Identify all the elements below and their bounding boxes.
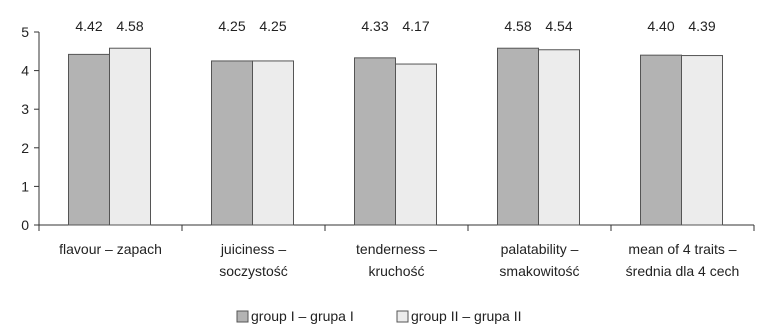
x-category-label: mean of 4 traits – bbox=[628, 241, 736, 257]
bars bbox=[68, 47, 723, 226]
data-label: 4.25 bbox=[259, 18, 286, 34]
data-labels: 4.42 4.58 4.25 4.25 4.33 4.17 4.58 4.54 4.40 4.39 bbox=[75, 18, 715, 34]
x-category-label: smakowitość bbox=[499, 263, 579, 279]
x-category-label: tenderness – bbox=[356, 241, 437, 257]
legend: group I – grupa I group II – grupa II bbox=[236, 308, 522, 324]
y-tick-label: 3 bbox=[21, 101, 29, 117]
legend-label: group II – grupa II bbox=[411, 308, 522, 324]
x-category-label: soczystość bbox=[219, 263, 287, 279]
bar-series-2 bbox=[395, 63, 437, 226]
legend-swatch bbox=[236, 310, 249, 323]
y-tick-label: 1 bbox=[21, 178, 29, 194]
y-tick-label: 0 bbox=[21, 217, 29, 233]
bar-series-2 bbox=[109, 47, 151, 226]
data-label: 4.17 bbox=[402, 18, 429, 34]
data-label: 4.42 bbox=[75, 18, 102, 34]
y-tick-label: 2 bbox=[21, 140, 29, 156]
bar-series-1 bbox=[354, 57, 396, 226]
bar-series-2 bbox=[681, 55, 723, 226]
bar-series-2 bbox=[252, 60, 294, 226]
data-label: 4.40 bbox=[647, 18, 674, 34]
legend-label: group I – grupa I bbox=[251, 308, 354, 324]
bar-series-1 bbox=[211, 60, 253, 226]
category-labels: flavour – zapach juiciness – soczystość ten… bbox=[59, 241, 739, 279]
x-category-label: flavour – zapach bbox=[59, 241, 162, 257]
axes: 0 1 2 3 4 5 bbox=[21, 24, 755, 233]
data-label: 4.39 bbox=[688, 18, 715, 34]
data-label: 4.58 bbox=[116, 18, 143, 34]
y-tick-label: 4 bbox=[21, 63, 29, 79]
data-label: 4.33 bbox=[361, 18, 388, 34]
x-category-label: palatability – bbox=[501, 241, 579, 257]
x-category-label: kruchość bbox=[368, 263, 424, 279]
data-label: 4.58 bbox=[504, 18, 531, 34]
bar-series-1 bbox=[497, 47, 539, 226]
x-category-label: juiciness – bbox=[220, 241, 287, 257]
y-tick-label: 5 bbox=[21, 24, 29, 40]
bar-series-2 bbox=[538, 49, 580, 226]
bar-series-1 bbox=[640, 54, 682, 226]
bar-series-1 bbox=[68, 53, 110, 226]
data-label: 4.54 bbox=[545, 18, 572, 34]
legend-swatch bbox=[396, 310, 409, 323]
x-category-label: średnia dla 4 cech bbox=[626, 263, 740, 279]
data-label: 4.25 bbox=[218, 18, 245, 34]
